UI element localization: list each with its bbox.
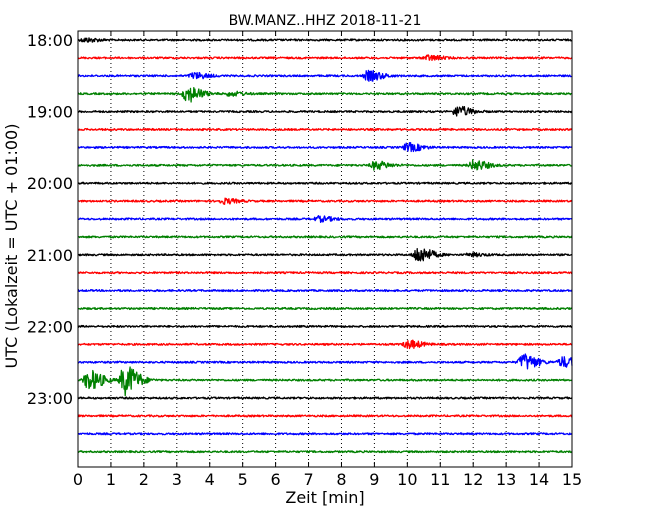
x-tick-label: 14 xyxy=(529,470,549,489)
x-tick-label: 0 xyxy=(73,470,83,489)
chart-title: BW.MANZ..HHZ 2018-11-21 xyxy=(229,13,422,29)
y-tick-label: 18:00 xyxy=(27,31,73,50)
trace-2230 xyxy=(77,353,573,370)
x-tick-label: 2 xyxy=(139,470,149,489)
trace-2215 xyxy=(77,339,573,350)
trace-2100 xyxy=(77,248,573,262)
trace-2030 xyxy=(77,215,573,223)
x-tick-label: 9 xyxy=(369,470,379,489)
trace-2115 xyxy=(77,271,573,275)
x-tick-label: 6 xyxy=(271,470,281,489)
trace-2300 xyxy=(77,396,573,400)
traces xyxy=(77,37,573,454)
x-axis-ticks: 0 1 2 3 4 5 6 7 8 9 10 11 12 13 14 15 xyxy=(73,31,582,489)
x-tick-label: 10 xyxy=(397,470,417,489)
y-tick-label: 19:00 xyxy=(27,103,73,122)
trace-2130 xyxy=(77,289,573,293)
trace-2245 xyxy=(77,366,573,397)
trace-2330 xyxy=(77,432,573,436)
trace-2345 xyxy=(77,450,573,454)
trace-1945 xyxy=(77,159,573,171)
y-tick-label: 21:00 xyxy=(27,246,73,265)
x-tick-label: 8 xyxy=(336,470,346,489)
x-tick-label: 1 xyxy=(106,470,116,489)
trace-2315 xyxy=(77,414,573,418)
trace-2200 xyxy=(77,324,573,328)
x-tick-label: 4 xyxy=(205,470,215,489)
x-tick-label: 7 xyxy=(303,470,313,489)
y-axis-ticks: 18:00 19:00 20:00 21:00 22:00 23:00 xyxy=(27,31,83,408)
x-tick-label: 12 xyxy=(463,470,483,489)
x-tick-label: 15 xyxy=(562,470,582,489)
trace-1800 xyxy=(77,37,573,43)
trace-1900 xyxy=(77,105,573,117)
trace-1930 xyxy=(77,142,573,153)
trace-1915 xyxy=(77,127,573,132)
trace-1845 xyxy=(77,86,573,103)
x-tick-label: 3 xyxy=(172,470,182,489)
x-tick-label: 11 xyxy=(430,470,450,489)
trace-1815 xyxy=(77,54,573,62)
y-tick-label: 20:00 xyxy=(27,174,73,193)
plot-frame xyxy=(77,30,573,468)
trace-2045 xyxy=(77,235,573,239)
y-tick-label: 22:00 xyxy=(27,317,73,336)
x-tick-label: 5 xyxy=(238,470,248,489)
trace-2015 xyxy=(77,197,573,205)
x-axis-label: Zeit [min] xyxy=(285,488,364,507)
grid-lines xyxy=(110,31,540,467)
y-tick-label: 23:00 xyxy=(27,389,73,408)
trace-2000 xyxy=(77,181,573,185)
x-tick-label: 13 xyxy=(496,470,516,489)
trace-2145 xyxy=(77,306,573,311)
y-axis-label: UTC (Lokalzeit = UTC + 01:00) xyxy=(2,124,21,369)
trace-1830 xyxy=(77,69,573,82)
